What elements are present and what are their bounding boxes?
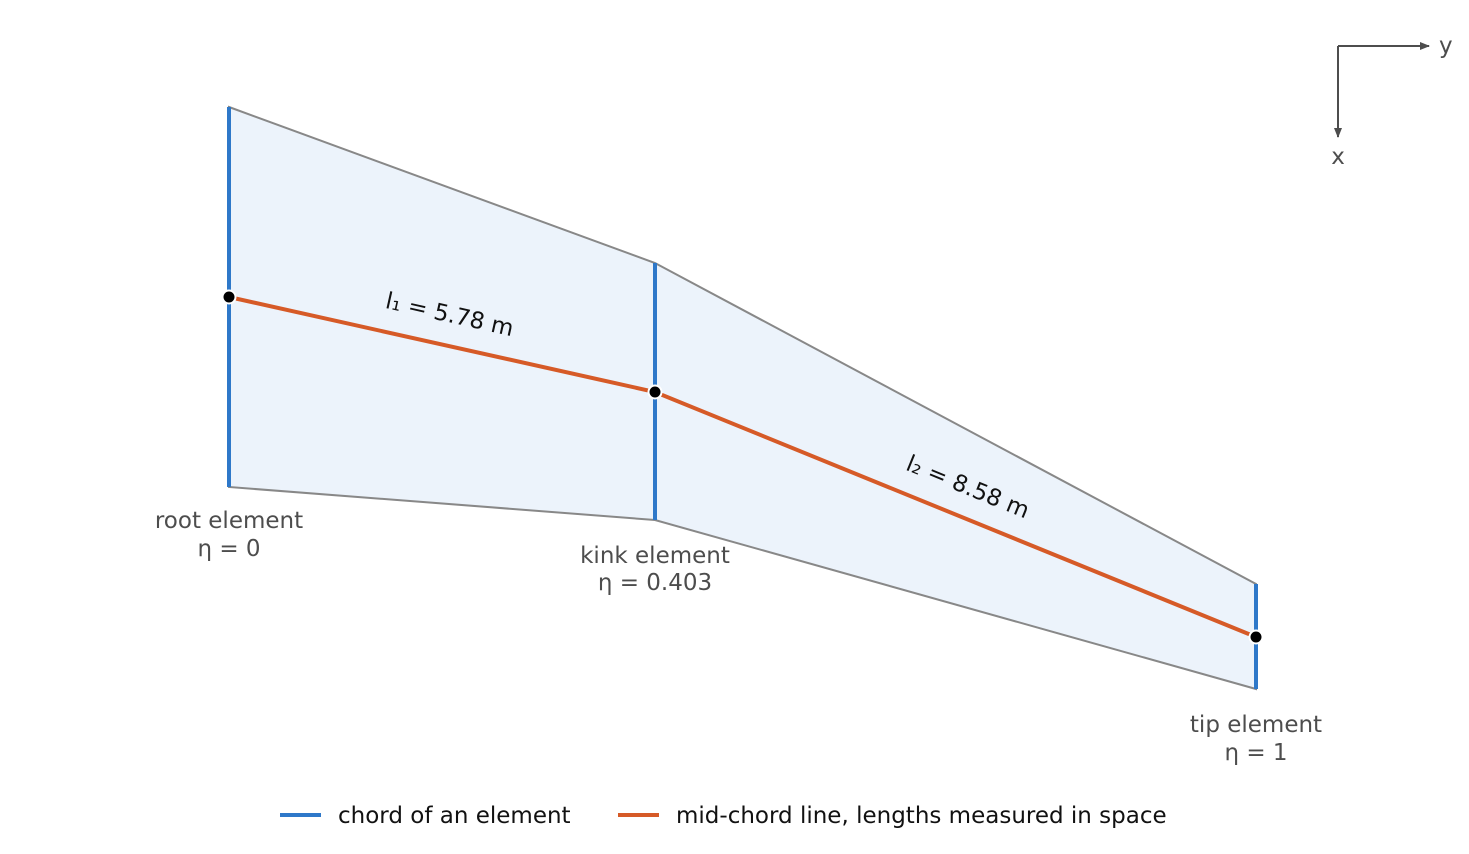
tip-element-label: tip element (1190, 712, 1322, 738)
tip-node (1248, 629, 1264, 645)
wing-planform (228, 105, 1257, 691)
x-axis-label: x (1331, 144, 1345, 170)
kink-node (647, 384, 663, 400)
legend-chord-label: chord of an element (338, 803, 571, 829)
tip-element-eta: η = 1 (1224, 740, 1287, 766)
root-node (221, 289, 237, 305)
legend: chord of an element mid-chord line, leng… (280, 803, 1167, 829)
kink-element-label: kink element (580, 543, 730, 569)
root-element-label: root element (155, 508, 303, 534)
legend-mid-chord-label: mid-chord line, lengths measured in spac… (676, 803, 1167, 829)
kink-element-eta: η = 0.403 (598, 570, 712, 596)
root-element-eta: η = 0 (197, 536, 260, 562)
coordinate-axes: y x (1331, 33, 1452, 170)
y-axis-label: y (1439, 33, 1453, 59)
